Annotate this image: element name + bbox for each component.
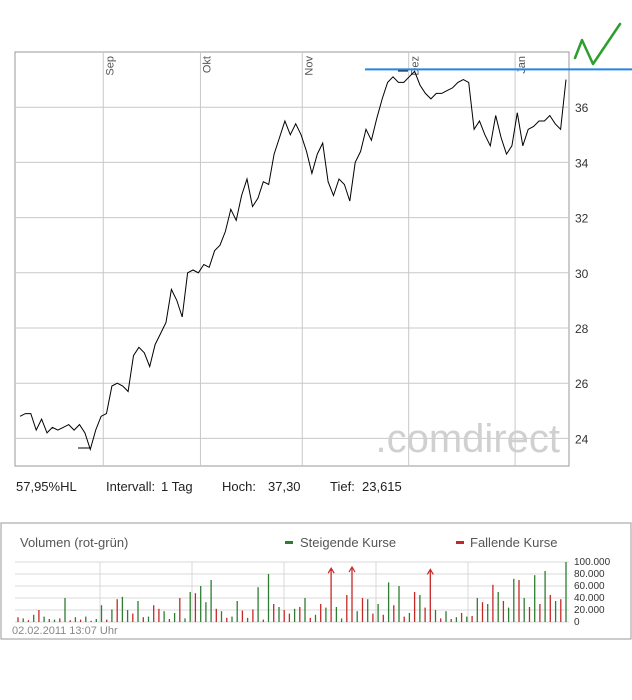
price-series-line [19, 70, 567, 452]
price-y-tick-label: 36 [575, 101, 589, 115]
price-y-tick-label: 32 [575, 212, 589, 226]
volume-y-tick-label: 60.000 [574, 581, 605, 592]
month-label: Okt [201, 56, 213, 73]
price-grid [14, 51, 570, 467]
stat-low-value: 23,615 [362, 479, 402, 494]
volume-y-tick-label: 100.000 [574, 557, 611, 568]
legend-down-label: Fallende Kurse [470, 535, 557, 550]
stat-high-value: 37,30 [268, 479, 301, 494]
month-label: Dez [410, 56, 422, 76]
volume-grid [15, 561, 569, 623]
volume-y-tick-label: 0 [574, 617, 580, 628]
price-y-tick-label: 30 [575, 267, 589, 281]
legend-up-label: Steigende Kurse [300, 535, 396, 550]
legend-up-swatch [285, 541, 293, 544]
price-y-tick-label: 26 [575, 377, 589, 391]
month-labels: Sep Okt Nov Dez Jan [104, 56, 528, 76]
volume-title: Volumen (rot-grün) [20, 535, 128, 550]
volume-overflow-arrow [348, 565, 356, 573]
volume-y-tick-label: 80.000 [574, 569, 605, 580]
check-mark-annotation [573, 22, 622, 66]
price-y-tick-label: 34 [575, 156, 589, 170]
volume-chart: Volumen (rot-grün) Steigende Kurse Falle… [0, 522, 632, 640]
stat-low-label: Tief: [330, 479, 355, 494]
price-y-tick-label: 28 [575, 322, 589, 336]
price-y-tick-label: 24 [575, 432, 589, 446]
stat-high-label: Hoch: [222, 479, 256, 494]
volume-bars [17, 562, 567, 622]
watermark-comdirect: .comdirect [376, 417, 561, 461]
month-label: Nov [303, 56, 315, 76]
volume-y-tick-label: 40.000 [574, 593, 605, 604]
volume-frame [0, 522, 632, 640]
price-chart: Sep Okt Nov Dez Jan 24 26 28 30 32 34 36 .comdirec… [14, 22, 632, 467]
stat-interval-label: Intervall: [106, 479, 156, 494]
volume-overflow-arrow [327, 567, 335, 574]
month-label: Jan [516, 56, 528, 74]
stat-ratio: 57,95%HL [16, 479, 77, 494]
legend-down-swatch [456, 541, 464, 544]
volume-y-tick-label: 20.000 [574, 605, 605, 616]
price-plot-frame [14, 51, 570, 467]
price-y-ticks: 24 26 28 30 32 34 36 [575, 101, 589, 446]
stat-interval-value: 1 Tag [161, 479, 193, 494]
month-label: Sep [104, 56, 116, 76]
timestamp: 02.02.2011 13:07 Uhr [12, 625, 118, 637]
volume-overflow-arrow [426, 568, 434, 575]
